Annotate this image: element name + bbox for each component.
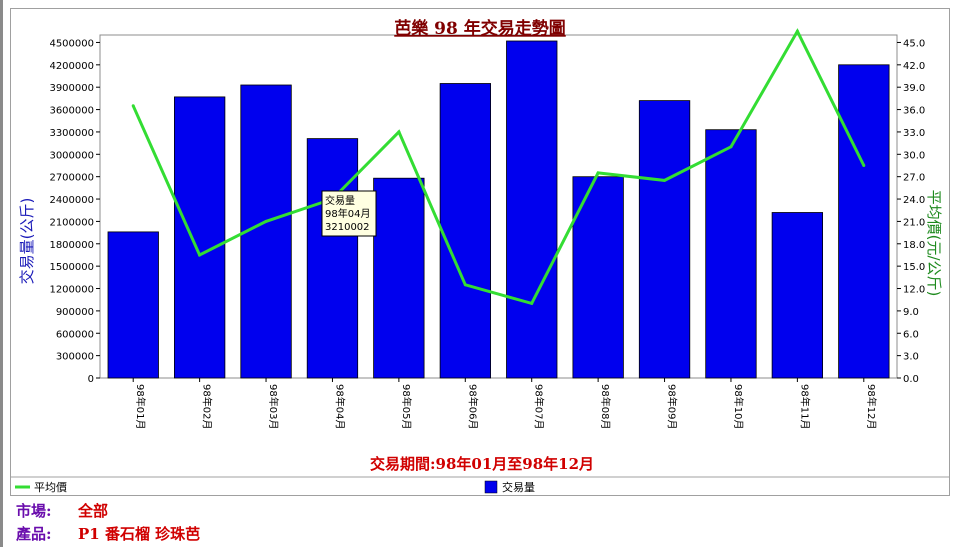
- y-left-tick-label: 600000: [56, 329, 94, 340]
- tooltip-series: 交易量: [325, 194, 355, 207]
- y-right-tick-label: 15.0: [903, 262, 925, 273]
- y-right-tick-label: 9.0: [903, 307, 919, 318]
- legend-line-label: 平均價: [34, 480, 67, 494]
- avg-price-line: [131, 28, 866, 306]
- x-tick-label: 98年07月: [533, 384, 546, 429]
- avg-price-point-3[interactable]: [264, 219, 268, 223]
- x-axis-label: 交易期間:98年01月至98年12月: [370, 455, 594, 473]
- y-right-tick-label: 24.0: [903, 195, 925, 206]
- market-row: 市場: 全部: [16, 500, 108, 520]
- y-left-tick-label: 3900000: [49, 83, 94, 94]
- y-right-tick-label: 42.0: [903, 61, 925, 72]
- avg-price-point-1[interactable]: [131, 104, 135, 108]
- x-tick-label: 98年06月: [466, 384, 479, 429]
- market-label: 市場:: [16, 502, 52, 520]
- bar-8[interactable]: [572, 176, 624, 379]
- y-left-tick-label: 4500000: [49, 38, 94, 49]
- market-value: 全部: [78, 502, 109, 520]
- y-right-tick-label: 36.0: [903, 106, 925, 117]
- avg-price-point-11[interactable]: [795, 29, 799, 33]
- y-left-tick-label: 2400000: [49, 195, 94, 206]
- bar-1[interactable]: [107, 231, 159, 379]
- y-right-tick-label: 6.0: [903, 329, 919, 340]
- y-left-tick-label: 0: [88, 374, 94, 385]
- y-right-tick-label: 18.0: [903, 240, 925, 251]
- avg-price-point-8[interactable]: [596, 171, 600, 175]
- tooltip-period: 98年04月: [325, 207, 370, 220]
- y-right-tick-label: 21.0: [903, 217, 925, 228]
- bar-5[interactable]: [373, 177, 425, 379]
- y-left-tick-label: 2700000: [49, 173, 94, 184]
- y-left-tick-label: 1200000: [49, 285, 94, 296]
- avg-price-point-7[interactable]: [530, 301, 534, 305]
- avg-price-point-12[interactable]: [862, 164, 866, 167]
- y-right-tick-label: 3.0: [903, 352, 919, 363]
- bar-10[interactable]: [705, 129, 757, 379]
- y-left-tick-label: 300000: [56, 352, 94, 363]
- bar-6[interactable]: [439, 83, 492, 379]
- y-right-tick-label: 33.0: [903, 128, 925, 139]
- product-value: P1 番石榴 珍珠芭: [78, 525, 201, 543]
- chart-title: 芭樂 98 年交易走勢圖: [394, 18, 566, 39]
- avg-price-point-9[interactable]: [663, 178, 666, 182]
- x-tick-label: 98年12月: [865, 384, 878, 429]
- product-row: 產品: P1 番石榴 珍珠芭: [16, 523, 200, 543]
- bar-9[interactable]: [638, 100, 691, 379]
- window-left-edge: [0, 0, 3, 547]
- plot-area: [99, 34, 898, 379]
- y-left-tick-label: 3300000: [49, 128, 94, 139]
- product-label: 產品:: [16, 525, 52, 543]
- x-tick-label: 98年10月: [732, 384, 745, 429]
- y-left-tick-label: 900000: [56, 307, 94, 318]
- x-tick-label: 98年04月: [334, 384, 347, 429]
- avg-price-point-5[interactable]: [397, 130, 401, 134]
- y-right-tick-label: 12.0: [903, 285, 925, 296]
- x-tick-label: 98年02月: [201, 384, 214, 429]
- legend-bar-swatch: [484, 480, 498, 494]
- y-right-tick-label: 27.0: [903, 173, 925, 184]
- legend-bar-label: 交易量: [502, 480, 535, 494]
- y-right-tick-label: 0.0: [903, 374, 919, 385]
- bar-7[interactable]: [506, 40, 558, 379]
- y-left-tick-label: 4200000: [49, 61, 94, 72]
- y-axis-right-label: 平均價(元/公斤): [925, 190, 943, 297]
- x-tick-label: 98年11月: [798, 384, 811, 429]
- avg-price-point-6[interactable]: [463, 283, 467, 287]
- x-tick-label: 98年09月: [666, 384, 679, 429]
- tooltip: 交易量 98年04月 3210002: [321, 190, 377, 237]
- y-left-tick-label: 3600000: [49, 106, 94, 117]
- legend: 平均價 交易量: [15, 480, 535, 494]
- x-tick-label: 98年05月: [400, 384, 413, 429]
- tooltip-value: 3210002: [325, 222, 370, 233]
- y-left-tick-label: 3000000: [49, 150, 94, 161]
- y-left-tick-label: 2100000: [49, 217, 94, 228]
- tooltip-box: [321, 190, 377, 237]
- bar-4[interactable]: [306, 138, 359, 379]
- bar-2[interactable]: [173, 96, 226, 379]
- axes-layer: 0 300000 600000 900000 1200000 1500000 1800000…: [49, 38, 925, 429]
- y-right-tick-label: 39.0: [903, 83, 925, 94]
- bar-12[interactable]: [838, 64, 890, 379]
- x-tick-label: 98年08月: [599, 384, 612, 429]
- x-tick-label: 98年01月: [134, 384, 147, 429]
- avg-price-point-2[interactable]: [198, 253, 202, 257]
- avg-price-point-10[interactable]: [729, 145, 733, 149]
- chart: 0 300000 600000 900000 1200000 1500000 1800000…: [11, 18, 949, 494]
- x-tick-label: 98年03月: [267, 384, 280, 429]
- y-axis-left-label: 交易量(公斤): [18, 198, 36, 285]
- y-left-tick-label: 1500000: [49, 262, 94, 273]
- bars-layer: [107, 40, 890, 379]
- bar-11[interactable]: [771, 212, 823, 379]
- y-left-tick-label: 1800000: [49, 240, 94, 251]
- y-right-tick-label: 45.0: [903, 38, 925, 49]
- y-right-tick-label: 30.0: [903, 150, 925, 161]
